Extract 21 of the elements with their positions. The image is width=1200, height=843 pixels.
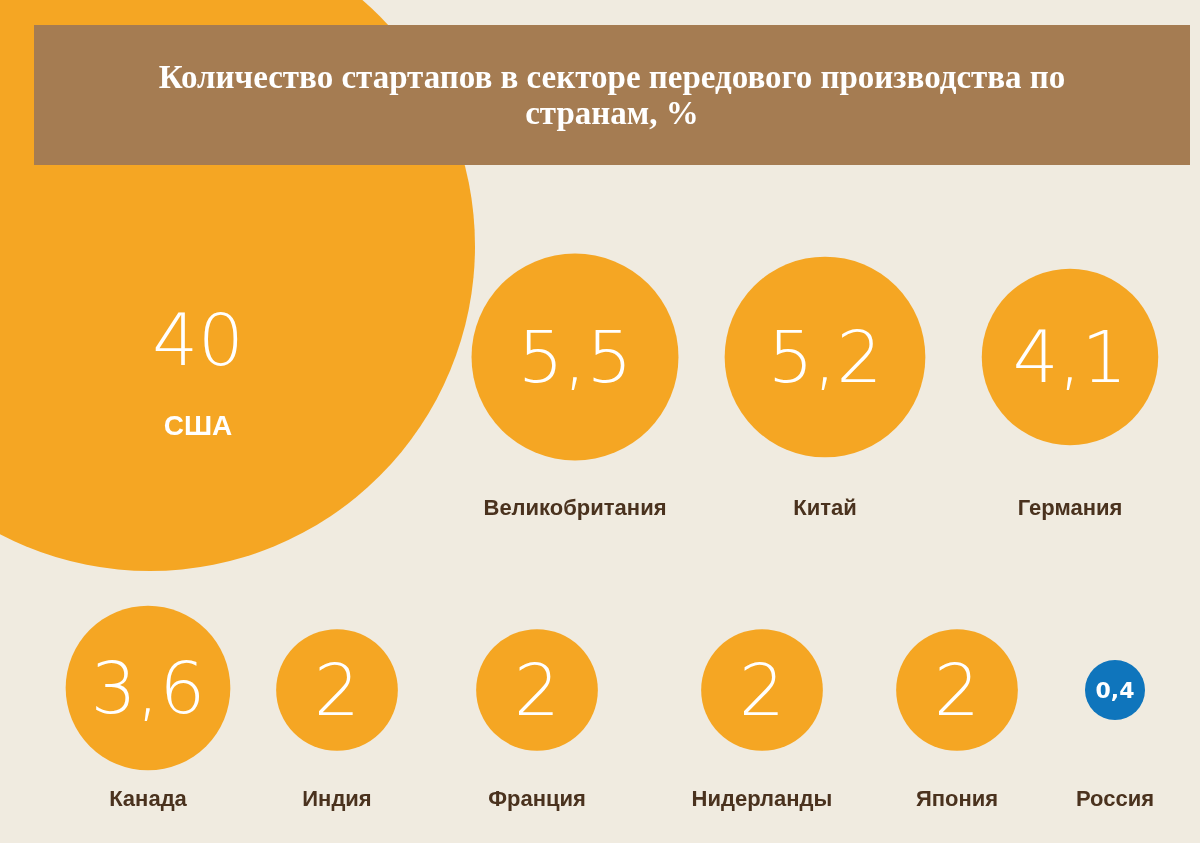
data-label: 40 xyxy=(152,298,244,382)
category-label: Индия xyxy=(302,785,372,811)
data-label: 5,2 xyxy=(767,315,883,399)
data-label: 2 xyxy=(314,648,360,732)
text: Количество стартапов в секторе передового производства по странам, % xyxy=(157,59,1067,131)
category-label: Нидерланды xyxy=(691,785,833,811)
data-label: 4,1 xyxy=(1012,315,1128,399)
data-label: 0,4 xyxy=(1095,677,1135,703)
data-label: 3,6 xyxy=(90,646,206,730)
category-label: Китай xyxy=(793,494,857,520)
data-label: 2 xyxy=(514,648,560,732)
data-label: 5,5 xyxy=(517,315,633,399)
category-label: США xyxy=(163,409,233,441)
data-label: 2 xyxy=(739,648,785,732)
category-label: Великобритания xyxy=(483,494,667,520)
category-label: Германия xyxy=(1017,494,1123,520)
category-label: Франция xyxy=(488,785,586,811)
data-label: 2 xyxy=(934,648,980,732)
category-label: Россия xyxy=(1075,785,1155,811)
category-label: Япония xyxy=(915,785,999,811)
category-label: Канада xyxy=(109,785,188,811)
